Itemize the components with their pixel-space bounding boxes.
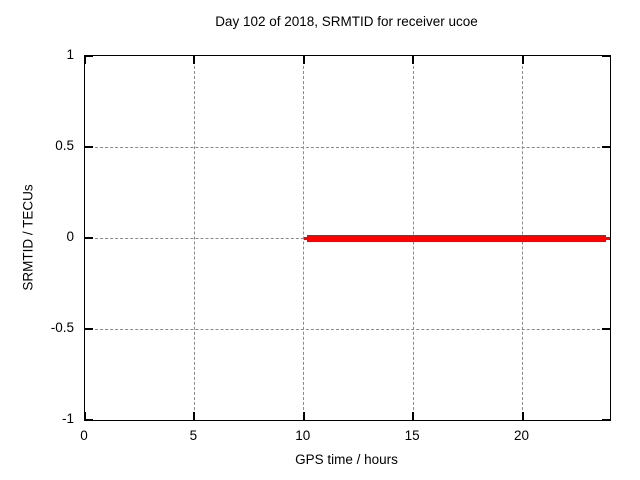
y-tick-mark [602, 146, 610, 148]
y-tick-mark [85, 55, 93, 57]
x-tick-mark [193, 56, 196, 64]
srmtid-line-segment [307, 234, 606, 242]
x-tick-mark [302, 56, 305, 64]
y-tick-mark [602, 419, 610, 421]
y-tick-mark [85, 146, 93, 148]
x-tick-label: 5 [189, 428, 198, 443]
y-tick-mark [602, 328, 610, 330]
y-tick-label: -1 [61, 411, 74, 426]
x-tick-label: 20 [513, 428, 530, 443]
x-tick-mark [84, 412, 86, 420]
x-tick-mark [412, 412, 415, 420]
y-tick-label: -0.5 [50, 320, 74, 335]
x-tick-mark [84, 56, 86, 64]
plot-area [84, 55, 611, 421]
x-tick-label: 0 [80, 428, 88, 443]
y-gridline [85, 328, 610, 330]
x-tick-mark [412, 56, 415, 64]
x-tick-mark [302, 412, 305, 420]
y-tick-mark [602, 55, 610, 57]
y-tick-mark [85, 237, 93, 239]
x-tick-mark [521, 412, 524, 420]
y-tick-mark [85, 419, 93, 421]
y-tick-label: 1 [66, 47, 74, 62]
x-tick-label: 15 [404, 428, 420, 443]
x-tick-label: 10 [295, 428, 311, 443]
x-tick-mark [193, 412, 196, 420]
chart-title: Day 102 of 2018, SRMTID for receiver uco… [215, 14, 478, 29]
y-tick-label: 0 [66, 229, 74, 244]
y-tick-mark [85, 328, 93, 330]
y-tick-label: 0.5 [55, 138, 74, 153]
x-axis-label: GPS time / hours [295, 452, 398, 467]
y-gridline [85, 146, 610, 148]
x-tick-mark [521, 56, 524, 64]
